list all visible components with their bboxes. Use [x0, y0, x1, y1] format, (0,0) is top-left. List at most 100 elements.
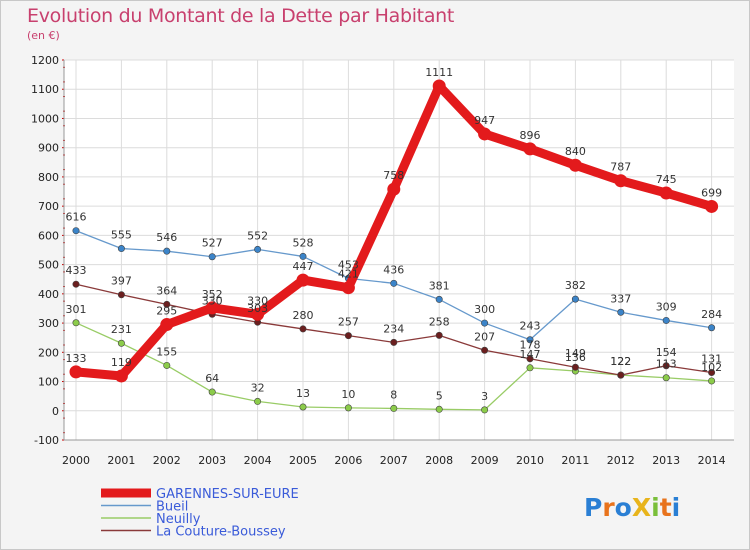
data-label-garennes-sur-eure: 896 [520, 129, 541, 142]
data-point-neuilly [526, 364, 534, 372]
data-label-neuilly: 64 [205, 372, 219, 385]
logo-letter: r [602, 493, 615, 522]
y-tick-label: 400 [38, 288, 59, 301]
data-label-la-couture-boussey: 257 [338, 316, 359, 329]
x-tick-label: 2000 [62, 454, 90, 467]
data-point-neuilly [163, 361, 171, 369]
data-point-la-couture-boussey [299, 325, 307, 333]
proxiti-logo: ProXiti [584, 493, 680, 522]
data-label-bueil: 527 [202, 237, 223, 250]
data-label-bueil: 309 [656, 300, 677, 313]
x-tick-label: 2009 [471, 454, 499, 467]
data-label-la-couture-boussey: 149 [565, 347, 586, 360]
data-label-garennes-sur-eure: 947 [474, 114, 495, 127]
data-label-neuilly: 8 [390, 388, 397, 401]
data-point-garennes-sur-eure [478, 127, 492, 141]
chart-subtitle: (en €) [27, 29, 60, 42]
data-label-neuilly: 136 [565, 351, 586, 364]
y-tick-label: -100 [34, 434, 59, 447]
data-point-neuilly [72, 319, 80, 327]
logo-letter: i [671, 493, 681, 522]
data-point-bueil [708, 324, 716, 332]
legend-label-garennes-sur-eure: GARENNES-SUR-EURE [156, 487, 299, 502]
data-label-bueil: 453 [338, 258, 359, 271]
chart-title: Evolution du Montant de la Dette par Hab… [27, 5, 455, 27]
legend-label-neuilly: Neuilly [156, 512, 201, 527]
data-point-neuilly [299, 403, 307, 411]
logo-letter: i [651, 493, 660, 522]
x-tick-label: 2006 [334, 454, 362, 467]
data-point-bueil [526, 336, 534, 344]
data-point-neuilly [708, 377, 716, 385]
data-point-la-couture-boussey [344, 332, 352, 340]
data-label-bueil: 555 [111, 229, 132, 242]
data-label-bueil: 546 [156, 231, 177, 244]
data-point-garennes-sur-eure [205, 301, 219, 315]
data-point-bueil [435, 295, 443, 303]
data-label-garennes-sur-eure: 133 [66, 352, 87, 365]
data-label-bueil: 382 [565, 279, 586, 292]
y-tick-label: 700 [38, 200, 59, 213]
data-point-garennes-sur-eure [568, 158, 582, 172]
data-label-bueil: 337 [610, 292, 631, 305]
logo-letter: P [584, 493, 603, 522]
logo-letter: t [659, 493, 672, 522]
data-label-garennes-sur-eure: 352 [202, 288, 223, 301]
data-label-neuilly: 3 [481, 390, 488, 403]
data-point-la-couture-boussey [163, 300, 171, 308]
y-tick-label: 100 [38, 376, 59, 389]
data-label-garennes-sur-eure: 1111 [425, 66, 453, 79]
data-label-la-couture-boussey: 122 [610, 355, 631, 368]
data-point-neuilly [662, 374, 670, 382]
data-point-bueil [163, 247, 171, 255]
data-label-bueil: 300 [474, 303, 495, 316]
data-label-garennes-sur-eure: 787 [610, 161, 631, 174]
data-point-garennes-sur-eure [705, 199, 719, 213]
data-point-la-couture-boussey [481, 346, 489, 354]
data-label-la-couture-boussey: 178 [520, 339, 541, 352]
data-point-bueil [571, 295, 579, 303]
logo-letter: X [631, 493, 652, 522]
data-label-la-couture-boussey: 330 [202, 294, 223, 307]
y-tick-label: 800 [38, 171, 59, 184]
data-point-neuilly [390, 404, 398, 412]
data-point-bueil [72, 227, 80, 235]
y-tick-label: 900 [38, 142, 59, 155]
data-point-garennes-sur-eure [160, 318, 174, 332]
data-point-bueil [117, 245, 125, 253]
data-point-la-couture-boussey [571, 363, 579, 371]
data-label-la-couture-boussey: 234 [383, 322, 404, 335]
data-point-garennes-sur-eure [341, 281, 355, 295]
data-label-neuilly: 10 [341, 388, 355, 401]
data-point-bueil [617, 308, 625, 316]
data-label-garennes-sur-eure: 840 [565, 145, 586, 158]
data-label-neuilly: 147 [520, 348, 541, 361]
x-tick-label: 2014 [698, 454, 726, 467]
data-label-neuilly: 102 [701, 361, 722, 374]
data-label-garennes-sur-eure: 745 [656, 173, 677, 186]
y-tick-label: 1200 [31, 54, 59, 67]
data-label-garennes-sur-eure: 421 [338, 268, 359, 281]
data-label-bueil: 528 [293, 236, 314, 249]
data-label-neuilly: 113 [656, 358, 677, 371]
data-label-la-couture-boussey: 280 [293, 309, 314, 322]
data-point-neuilly [254, 397, 262, 405]
data-point-la-couture-boussey [526, 355, 534, 363]
x-tick-label: 2001 [107, 454, 135, 467]
legend-label-bueil: Bueil [156, 500, 188, 515]
data-label-la-couture-boussey: 364 [156, 284, 177, 297]
data-point-neuilly [117, 339, 125, 347]
data-point-neuilly [435, 405, 443, 413]
data-point-bueil [390, 279, 398, 287]
x-tick-label: 2013 [652, 454, 680, 467]
data-point-la-couture-boussey [435, 331, 443, 339]
data-point-neuilly [481, 406, 489, 414]
data-point-bueil [254, 245, 262, 253]
data-point-garennes-sur-eure [69, 365, 83, 379]
data-label-garennes-sur-eure: 295 [156, 305, 177, 318]
data-label-garennes-sur-eure: 758 [383, 169, 404, 182]
data-label-neuilly: 122 [610, 355, 631, 368]
x-tick-label: 2004 [244, 454, 272, 467]
